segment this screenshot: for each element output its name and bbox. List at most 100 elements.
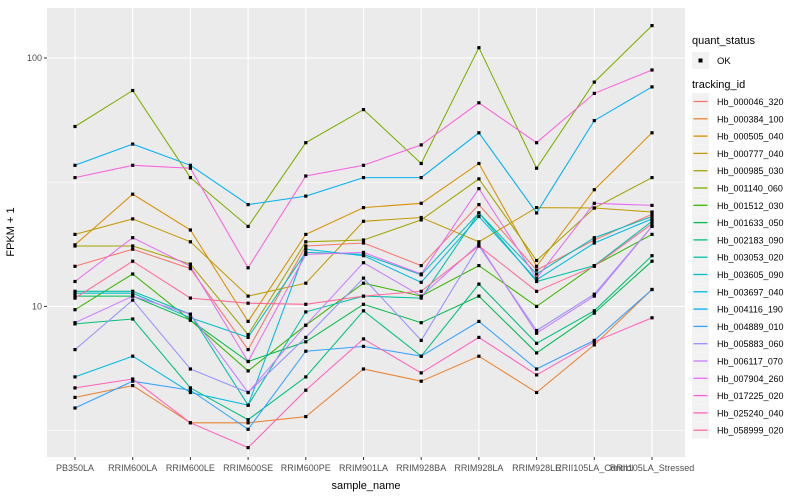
legend-item: Hb_003605_090 (692, 266, 784, 283)
data-point (131, 142, 135, 146)
data-point (592, 201, 596, 205)
data-point (592, 294, 596, 298)
data-point (535, 206, 539, 210)
legend-item-label: Hb_003697_040 (717, 287, 784, 297)
legend-item-label: Hb_000985_030 (717, 166, 784, 176)
x-tick-label: RRIM928LA (454, 463, 503, 473)
data-point (304, 281, 308, 285)
data-point (535, 390, 539, 395)
data-point (650, 232, 654, 236)
data-point (131, 377, 135, 381)
data-point (592, 264, 596, 268)
legend-item: Hb_000046_320 (692, 93, 784, 110)
data-point (304, 141, 308, 145)
data-point (419, 201, 423, 205)
data-point (650, 85, 654, 89)
plot-panel (47, 8, 685, 457)
legend-item: Hb_025240_040 (692, 404, 784, 422)
data-point (361, 219, 366, 223)
data-point (650, 176, 654, 180)
data-point (131, 379, 135, 383)
data-point (361, 302, 366, 306)
data-point (650, 212, 654, 216)
x-tick-label: RRII105LA_Stressed (610, 463, 695, 473)
data-point (477, 101, 481, 105)
data-point (246, 446, 250, 450)
data-point (361, 367, 366, 371)
legend-item: Hb_000384_100 (692, 110, 784, 128)
data-point (131, 384, 135, 388)
data-point (131, 163, 135, 167)
data-point (188, 296, 192, 300)
legend-item-label: Hb_000777_040 (717, 149, 784, 159)
data-point (73, 176, 77, 180)
data-point (477, 214, 481, 219)
data-point (535, 367, 539, 371)
data-point (73, 124, 77, 129)
data-point (477, 161, 481, 166)
data-point (131, 247, 135, 251)
legend-item: Hb_058999_020 (692, 421, 784, 439)
x-tick-label: PB350LA (56, 463, 94, 473)
data-point (361, 309, 366, 313)
data-point (419, 289, 423, 293)
x-axis-title: sample_name (331, 480, 400, 492)
data-point (188, 421, 192, 425)
data-point (361, 337, 366, 341)
data-point (650, 210, 654, 214)
data-point (650, 222, 654, 226)
data-point (477, 319, 481, 323)
data-point (419, 296, 423, 300)
data-point (592, 188, 596, 192)
data-point (73, 291, 77, 295)
legend-item-label: Hb_000505_040 (717, 132, 784, 142)
data-point (131, 259, 135, 263)
data-point (650, 203, 654, 207)
data-point (592, 238, 596, 242)
data-point (188, 312, 192, 316)
data-point (304, 247, 308, 251)
data-point (535, 279, 539, 284)
legend-tracking-id-title: tracking_id (692, 79, 745, 91)
data-point (535, 373, 539, 377)
legend-item-label: Hb_003605_090 (717, 270, 784, 280)
data-point (361, 261, 366, 265)
data-point (304, 335, 308, 339)
data-point (246, 301, 250, 305)
legend-item: Hb_000985_030 (692, 162, 784, 180)
data-point (650, 316, 654, 320)
data-point (188, 316, 192, 320)
data-point (592, 241, 596, 245)
data-point (188, 262, 192, 266)
data-point (246, 421, 250, 425)
data-point (477, 244, 481, 248)
data-point (304, 310, 308, 314)
data-point (131, 354, 135, 358)
data-point (73, 375, 77, 379)
major-gridlines (47, 8, 685, 457)
data-point (304, 323, 308, 327)
legend-tracking-id-items: Hb_000046_320 Hb_000384_100 Hb_000505_040 H… (692, 93, 784, 439)
legend-item: Hb_001140_060 (692, 179, 783, 197)
y-tick-label: 100 (27, 53, 42, 63)
legend-item: Hb_004116_190 (692, 300, 783, 318)
x-tick-label: RRIM901LA (339, 463, 388, 473)
data-point (73, 308, 77, 312)
data-point (188, 163, 192, 167)
data-point (246, 403, 250, 407)
legend-item-label: Hb_006117_070 (717, 357, 783, 367)
legend-item-label: Hb_000046_320 (717, 97, 784, 107)
data-point (246, 224, 250, 228)
data-point (535, 304, 539, 308)
data-point (477, 131, 481, 135)
data-point (246, 348, 250, 352)
legend-item: Hb_002183_090 (692, 231, 784, 249)
legend-item-label: Hb_004116_190 (717, 305, 783, 315)
data-point (246, 418, 250, 422)
legend-item: Hb_003697_040 (692, 283, 784, 301)
data-point (419, 338, 423, 342)
legend-item: Hb_003053_020 (692, 248, 784, 266)
data-point (188, 264, 192, 268)
data-point (73, 244, 77, 248)
data-point (477, 264, 481, 268)
